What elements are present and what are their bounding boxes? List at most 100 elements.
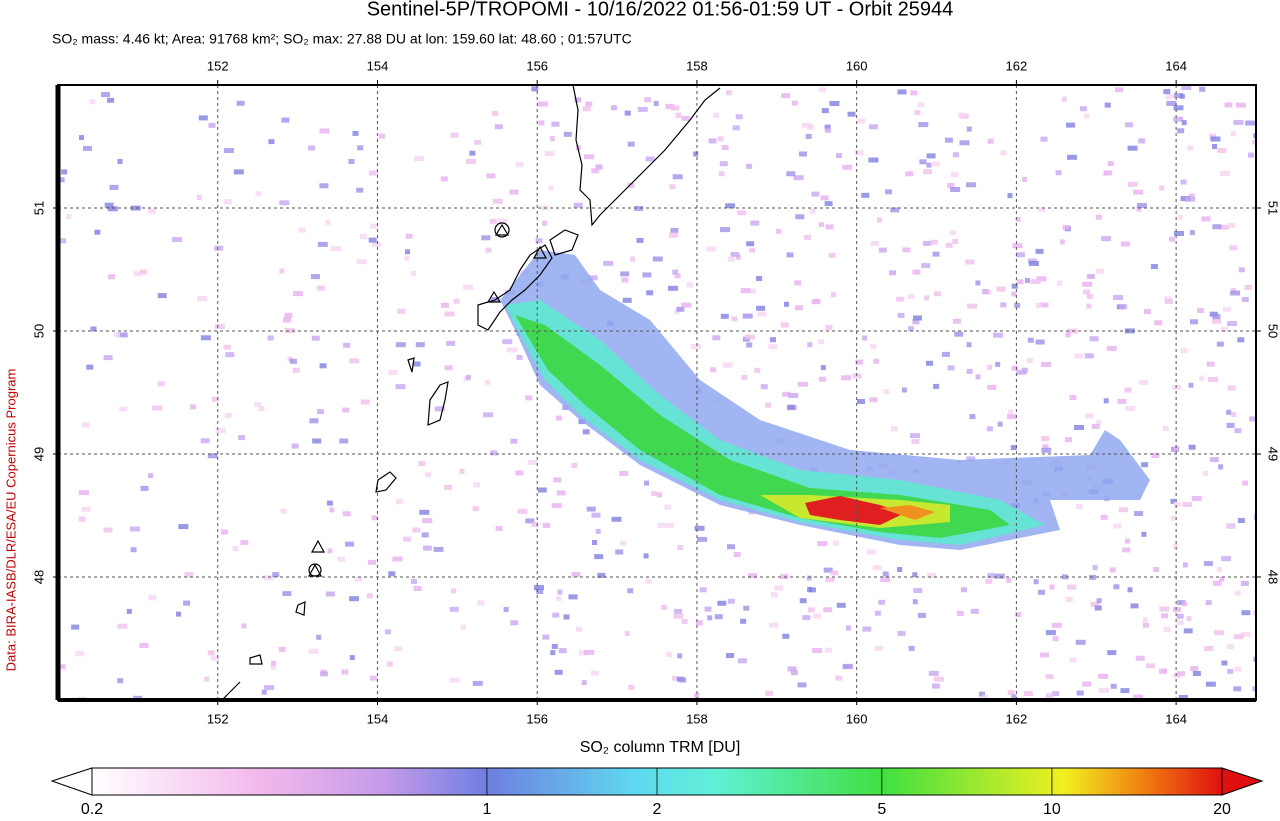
noise-pixel (449, 606, 459, 612)
noise-pixel (941, 351, 950, 357)
noise-pixel (117, 678, 124, 684)
noise-pixel (885, 189, 893, 195)
noise-pixel (823, 607, 833, 613)
noise-pixel (661, 604, 667, 610)
noise-pixel (877, 217, 882, 223)
noise-pixel (787, 666, 797, 672)
noise-pixel (481, 235, 491, 241)
noise-pixel (117, 159, 123, 164)
noise-pixel (862, 335, 868, 341)
noise-pixel (933, 291, 941, 297)
noise-pixel (583, 154, 594, 160)
noise-pixel (591, 168, 600, 174)
noise-pixel (1065, 437, 1072, 443)
noise-pixel (258, 406, 265, 412)
noise-pixel (672, 174, 683, 180)
noise-pixel (184, 572, 194, 577)
noise-pixel (542, 634, 550, 640)
noise-pixel (630, 256, 636, 262)
noise-pixel (1227, 668, 1234, 674)
noise-pixel (357, 145, 364, 151)
subtitle: SO₂ mass: 4.46 kt; Area: 91768 km²; SO₂ … (52, 31, 632, 47)
noise-pixel (279, 200, 290, 206)
noise-pixel (327, 548, 333, 554)
y-tick-label: 51 (1266, 201, 1280, 215)
noise-pixel (223, 199, 232, 205)
noise-pixel (1170, 515, 1176, 521)
noise-pixel (782, 391, 791, 397)
noise-pixel (797, 381, 808, 387)
noise-pixel (624, 110, 631, 116)
noise-pixel (1096, 420, 1102, 426)
noise-pixel (1159, 668, 1168, 674)
y-tick-label: 50 (31, 324, 46, 338)
plume-edge (880, 505, 935, 520)
noise-pixel (627, 141, 635, 147)
noise-pixel (1113, 584, 1120, 590)
noise-pixel (103, 355, 113, 361)
colorbar-tick-label: 2 (653, 801, 662, 818)
noise-pixel (847, 111, 856, 117)
noise-pixel (1027, 337, 1034, 343)
noise-pixel (215, 428, 226, 434)
noise-pixel (525, 395, 533, 401)
noise-pixel (926, 162, 932, 168)
noise-pixel (1142, 622, 1149, 628)
noise-pixel (551, 643, 558, 649)
colorbar-tick-label: 0.2 (81, 801, 103, 818)
noise-pixel (71, 624, 80, 630)
noise-pixel (687, 282, 694, 288)
noise-pixel (776, 228, 782, 234)
noise-pixel (1166, 100, 1177, 106)
noise-pixel (944, 137, 953, 143)
noise-pixel (872, 565, 882, 571)
noise-pixel (1234, 590, 1241, 596)
noise-pixel (1221, 660, 1228, 666)
noise-pixel (469, 150, 476, 156)
noise-pixel (360, 234, 367, 240)
x-tick-label: 160 (846, 711, 868, 726)
noise-pixel (628, 684, 635, 690)
noise-pixel (890, 426, 898, 432)
noise-pixel (695, 620, 703, 626)
noise-pixel (830, 570, 839, 576)
noise-pixel (817, 339, 824, 345)
noise-pixel (366, 593, 373, 599)
noise-pixel (1183, 628, 1193, 634)
noise-pixel (316, 285, 325, 291)
noise-pixel (672, 675, 678, 681)
noise-pixel (836, 153, 842, 158)
noise-pixel (133, 271, 142, 277)
noise-pixel (1079, 106, 1087, 112)
noise-pixel (1253, 610, 1256, 616)
noise-pixel (842, 164, 853, 170)
noise-pixel (378, 133, 385, 139)
noise-pixel (1220, 224, 1230, 230)
noise-pixel (952, 318, 961, 324)
noise-pixel (1144, 309, 1151, 315)
noise-pixel (927, 572, 937, 578)
noise-pixel (905, 171, 914, 177)
noise-pixel (883, 389, 890, 394)
noise-pixel (1173, 607, 1182, 613)
noise-pixel (463, 284, 474, 290)
noise-pixel (223, 148, 234, 153)
noise-pixel (911, 439, 920, 445)
noise-pixel (465, 374, 471, 380)
noise-pixel (742, 313, 753, 319)
noise-pixel (284, 312, 293, 318)
noise-pixel (994, 573, 1005, 579)
noise-pixel (1086, 274, 1095, 279)
noise-pixel (78, 516, 86, 522)
noise-pixel (1187, 145, 1194, 151)
noise-pixel (1104, 102, 1111, 108)
noise-pixel (441, 302, 449, 308)
noise-pixel (103, 527, 113, 533)
x-tick-label: 154 (367, 58, 389, 73)
noise-pixel (312, 438, 322, 444)
noise-pixel (1164, 299, 1173, 304)
noise-pixel (1245, 120, 1256, 126)
noise-pixel (1065, 332, 1071, 338)
noise-pixel (1016, 279, 1024, 285)
noise-pixel (611, 516, 622, 522)
